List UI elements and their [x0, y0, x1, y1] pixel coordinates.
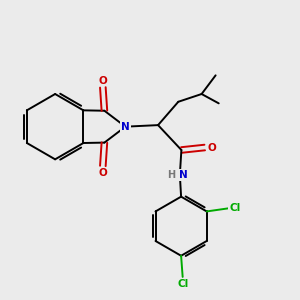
- Text: Cl: Cl: [229, 203, 240, 213]
- Text: O: O: [98, 168, 107, 178]
- Text: O: O: [208, 142, 217, 152]
- Text: Cl: Cl: [177, 279, 188, 289]
- Text: O: O: [98, 76, 107, 85]
- Text: H: H: [167, 170, 175, 180]
- Text: N: N: [178, 170, 187, 180]
- Text: N: N: [121, 122, 130, 132]
